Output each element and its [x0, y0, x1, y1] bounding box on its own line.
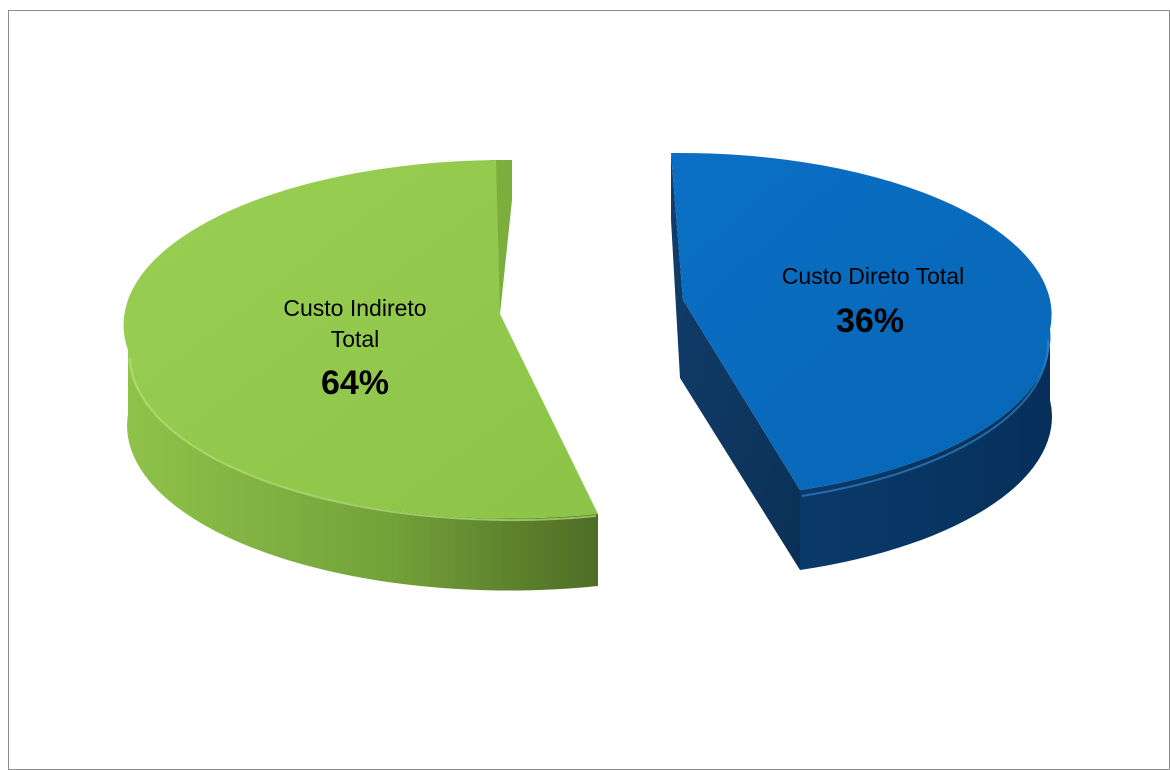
slice-label-name: Custo Direto Total: [782, 263, 964, 289]
slice-label-name: Custo Indireto: [283, 295, 426, 321]
slice-rim-highlight: [801, 339, 1050, 497]
slice-top: [123, 160, 599, 519]
slice-label-name: Total: [331, 326, 380, 352]
slice-side: [800, 330, 1052, 570]
slice-cut-face: [671, 153, 800, 570]
slice-rim-highlight: [129, 357, 597, 522]
data-labels: Custo Indireto Total 64% Custo Direto To…: [283, 263, 964, 402]
slice-label-percent: 64%: [321, 364, 389, 402]
slice-side: [127, 350, 598, 591]
slice-top: [671, 152, 1052, 490]
slice-label-percent: 36%: [836, 302, 904, 340]
pie-slice-custo-indireto: [123, 160, 599, 591]
pie-slice-custo-direto: [671, 152, 1052, 570]
